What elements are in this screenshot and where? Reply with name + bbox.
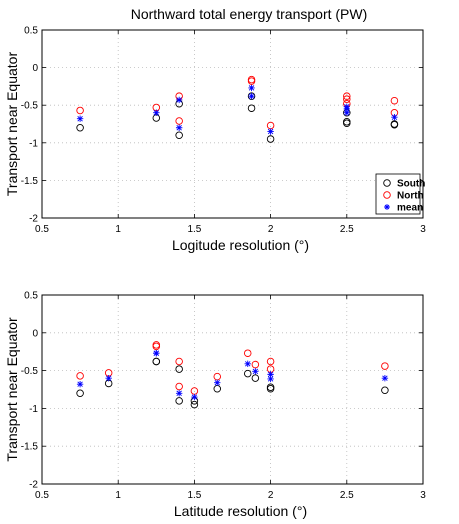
bottom-panel: 0.5 1 1.5 2 2.5 3 -2 -1.5 -1 -0.5 0 0.5 Latitude res…	[4, 291, 426, 520]
point-south	[381, 386, 389, 395]
legend-marker-south	[383, 179, 391, 187]
legend-label-mean: mean	[397, 203, 423, 214]
point-north	[175, 382, 183, 391]
point-north	[243, 349, 252, 357]
point-mean	[252, 368, 259, 375]
point-north	[213, 372, 222, 381]
x-tick-label: 0.5	[35, 490, 49, 501]
point-north	[266, 121, 275, 130]
legend-label-north: North	[397, 191, 424, 202]
x-tick-label: 1	[115, 224, 121, 235]
y-tick-label: -1	[29, 404, 38, 415]
y-tick-label: -1.5	[21, 176, 39, 187]
legend-marker-mean	[384, 204, 390, 210]
x-tick-label: 1.5	[187, 490, 201, 501]
legend-label-south: South	[397, 179, 425, 190]
point-mean	[76, 115, 84, 122]
point-south	[266, 135, 275, 143]
y-tick-label: -0.5	[21, 101, 39, 112]
point-mean	[267, 375, 274, 383]
legend-box	[375, 173, 421, 215]
point-south	[243, 369, 252, 378]
x-tick-label: 3	[420, 490, 426, 501]
y-tick-label: 0	[32, 63, 38, 74]
y-axis-title: Transport near Equator	[4, 52, 20, 197]
y-tick-label: -1.5	[21, 442, 39, 453]
point-mean	[175, 390, 183, 397]
point-mean	[175, 96, 183, 104]
point-south	[343, 117, 351, 126]
x-tick-label: 0.5	[35, 224, 49, 235]
point-south	[175, 365, 183, 373]
point-mean	[267, 371, 274, 378]
y-tick-label: -1	[29, 138, 38, 149]
x-tick-label: 2	[268, 224, 274, 235]
point-north	[247, 75, 256, 84]
point-mean	[175, 124, 183, 131]
point-north	[247, 77, 256, 85]
point-mean	[267, 128, 274, 135]
x-tick-label: 3	[420, 224, 426, 235]
point-north	[381, 362, 389, 370]
point-south	[343, 119, 351, 127]
point-mean	[105, 374, 112, 382]
point-mean	[381, 374, 389, 382]
point-north	[390, 96, 399, 105]
point-mean	[153, 109, 160, 116]
y-tick-label: -2	[29, 214, 38, 225]
y-tick-label: 0.5	[24, 26, 38, 37]
point-south	[247, 104, 256, 112]
point-north	[266, 357, 275, 366]
y-tick-label: 0.5	[24, 291, 38, 302]
point-north	[152, 342, 161, 351]
point-north	[152, 341, 161, 349]
point-north	[175, 357, 183, 366]
x-tick-label: 2.5	[340, 224, 354, 235]
point-south	[76, 389, 84, 398]
x-axis-title: Logitude resolution (°)	[172, 237, 309, 253]
point-mean	[248, 92, 255, 100]
point-mean	[244, 360, 251, 367]
point-north	[343, 95, 351, 103]
point-mean	[191, 393, 198, 401]
point-mean	[153, 350, 160, 357]
top-panel: 0.5 1 1.5 2 2.5 3 -2 -1.5 -1 -0.5 0 0.5 Logitude res…	[4, 26, 426, 254]
point-mean	[248, 84, 255, 92]
x-tick-label: 1	[115, 490, 121, 501]
point-south	[251, 374, 260, 382]
point-mean	[343, 109, 350, 116]
point-mean	[391, 114, 398, 121]
point-south	[175, 131, 183, 140]
y-axis-title: Transport near Equator	[4, 317, 20, 462]
point-mean	[76, 381, 84, 388]
point-south	[213, 384, 222, 393]
point-north	[76, 106, 84, 115]
legend-marker-north	[383, 191, 391, 199]
x-tick-label: 1.5	[187, 224, 201, 235]
point-mean	[214, 379, 221, 386]
point-south	[247, 92, 256, 100]
x-tick-label: 2	[268, 490, 274, 501]
x-tick-label: 2.5	[340, 490, 354, 501]
y-tick-label: 0	[32, 328, 38, 339]
point-south	[152, 357, 161, 366]
point-north	[343, 92, 351, 100]
point-north	[175, 117, 183, 125]
point-north	[251, 360, 260, 369]
point-south	[266, 384, 275, 393]
axes-frame	[41, 29, 424, 219]
point-south	[390, 121, 399, 129]
point-north	[76, 372, 84, 380]
x-axis-title: Latitude resolution (°)	[174, 503, 307, 519]
y-tick-label: -2	[29, 480, 38, 491]
point-mean	[343, 105, 350, 113]
point-south	[175, 397, 183, 405]
figure-title: Northward total energy transport (PW)	[131, 6, 368, 22]
point-south	[76, 124, 84, 132]
y-tick-label: -0.5	[21, 366, 39, 377]
axes-frame	[41, 294, 424, 485]
point-south	[190, 400, 199, 409]
